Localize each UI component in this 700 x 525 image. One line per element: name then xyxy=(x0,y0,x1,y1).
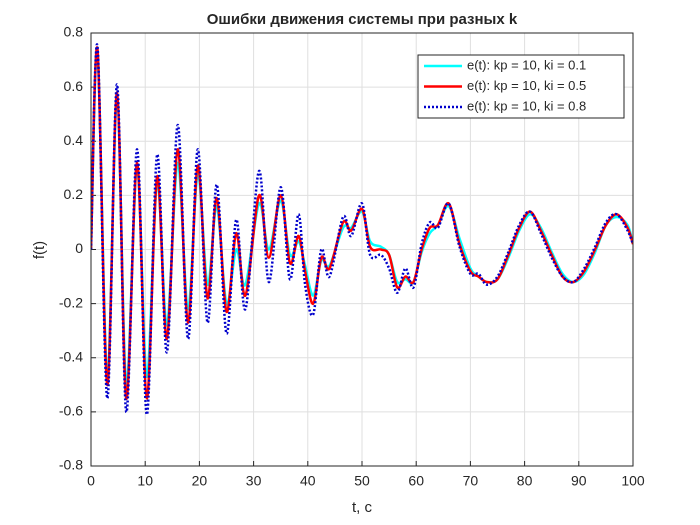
y-tick-label: 0.2 xyxy=(64,186,84,202)
x-tick-label: 50 xyxy=(354,473,370,489)
x-axis-label: t, c xyxy=(352,499,373,516)
y-tick-label: -0.2 xyxy=(59,294,83,310)
x-tick-label: 20 xyxy=(192,473,208,489)
y-tick-label: -0.6 xyxy=(59,403,83,419)
series-line xyxy=(91,43,633,416)
x-tick-label: 70 xyxy=(463,473,479,489)
chart-title: Ошибки движения системы при разных k xyxy=(207,11,518,28)
y-tick-label: 0.4 xyxy=(64,132,84,148)
y-tick-label: 0.6 xyxy=(64,78,84,94)
x-tick-label: 80 xyxy=(517,473,533,489)
axes-box xyxy=(90,32,634,467)
legend-label: e(t): kp = 10, ki = 0.1 xyxy=(467,57,586,72)
x-tick-label: 30 xyxy=(246,473,262,489)
legend-label: e(t): kp = 10, ki = 0.8 xyxy=(467,98,586,113)
y-tick-label: 0.8 xyxy=(64,24,84,40)
y-tick-label: 0 xyxy=(75,240,83,256)
y-tick-label: -0.4 xyxy=(59,348,83,364)
x-tick-label: 100 xyxy=(621,473,645,489)
x-tick-label: 90 xyxy=(571,473,587,489)
x-tick-label: 0 xyxy=(87,473,95,489)
y-tick-label: -0.8 xyxy=(59,457,83,473)
x-tick-label: 60 xyxy=(408,473,424,489)
y-axis-label: f(t) xyxy=(31,241,48,259)
x-tick-label: 40 xyxy=(300,473,316,489)
x-tick-label: 10 xyxy=(137,473,153,489)
legend-label: e(t): kp = 10, ki = 0.5 xyxy=(467,78,586,93)
